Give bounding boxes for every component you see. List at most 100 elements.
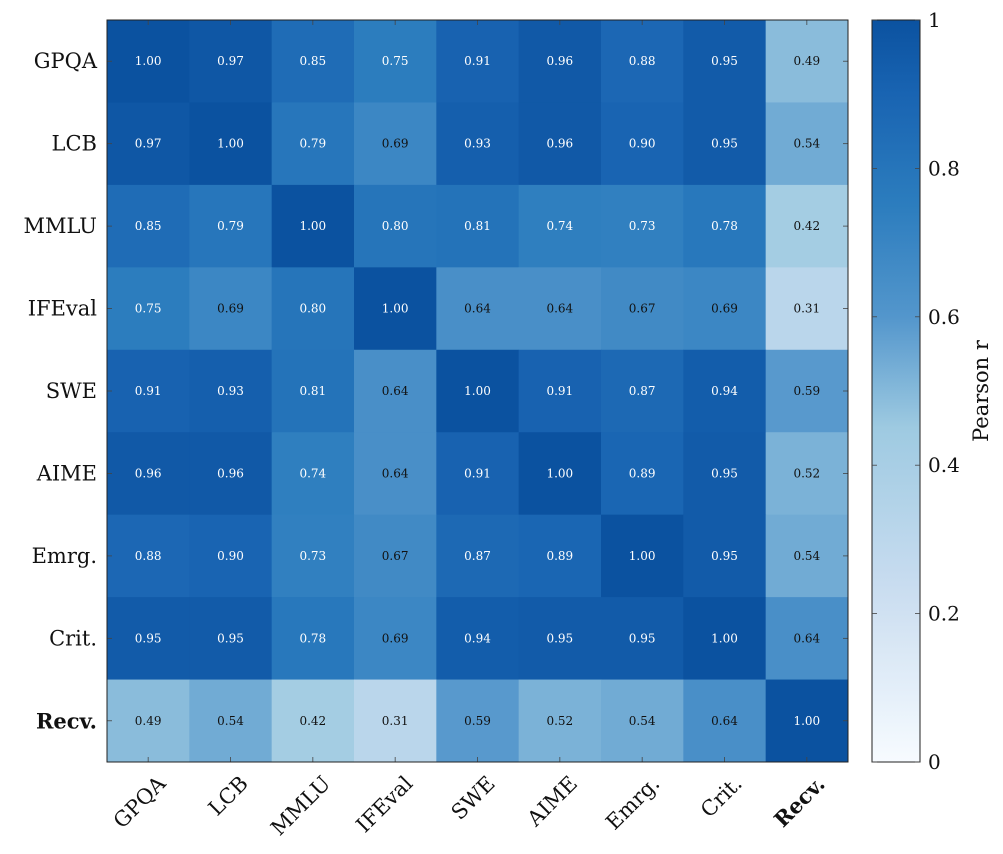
heatmap-cell: [601, 432, 684, 516]
cell-value-label: 0.69: [382, 631, 409, 645]
cell-value-label: 0.75: [135, 302, 162, 316]
cell-value-label: 0.95: [711, 137, 738, 151]
column-label: Recv.: [769, 771, 830, 832]
heatmap-cell: [518, 597, 602, 681]
cell-value-label: 0.64: [382, 384, 409, 398]
heatmap-cell: [436, 432, 520, 516]
cell-value-label: 0.95: [711, 54, 738, 68]
row-label: AIME: [36, 461, 97, 485]
cell-value-label: 0.95: [546, 631, 573, 645]
heatmap-cell: [601, 184, 684, 268]
heatmap-cell: [518, 267, 602, 351]
heatmap-cell: [518, 432, 602, 516]
cell-value-label: 0.79: [217, 219, 244, 233]
cell-value-label: 0.67: [629, 302, 656, 316]
cell-value-label: 0.95: [629, 631, 656, 645]
row-label: Recv.: [36, 708, 97, 733]
heatmap-cell: [518, 514, 602, 598]
cell-value-label: 0.54: [793, 549, 820, 563]
heatmap-cell: [189, 514, 273, 598]
heatmap-cell: [436, 514, 520, 598]
cell-value-label: 0.75: [382, 54, 409, 68]
row-label: Emrg.: [32, 544, 97, 568]
cell-value-label: 0.90: [629, 137, 656, 151]
heatmap-cell: [189, 267, 273, 351]
heatmap-cell: [601, 349, 684, 433]
heatmap-cell: [601, 102, 684, 186]
cell-value-label: 0.96: [546, 54, 573, 68]
cell-value-label: 1.00: [464, 384, 491, 398]
heatmap-cell: [518, 20, 602, 103]
heatmap-cell: [354, 349, 437, 433]
cell-value-label: 0.64: [711, 714, 738, 728]
column-label: Crit.: [696, 771, 747, 822]
row-label: GPQA: [34, 49, 98, 73]
heatmap-cell: [683, 432, 767, 516]
cell-value-label: 0.90: [217, 549, 244, 563]
cell-value-label: 0.73: [629, 219, 656, 233]
column-label: Emrg.: [601, 771, 664, 834]
cell-value-label: 0.42: [793, 219, 820, 233]
heatmap-cell: [271, 432, 355, 516]
colorbar-tick-label: 0.6: [928, 305, 960, 329]
cell-value-label: 0.74: [299, 466, 326, 480]
heatmap-cell: [436, 349, 520, 433]
cell-value-label: 0.80: [382, 219, 409, 233]
cell-value-label: 0.54: [793, 137, 820, 151]
heatmap-cell: [107, 20, 190, 103]
cell-value-label: 0.81: [299, 384, 326, 398]
heatmap-cell: [107, 432, 190, 516]
column-label: AIME: [522, 771, 582, 831]
heatmap-cell: [601, 514, 684, 598]
cell-value-label: 1.00: [546, 466, 573, 480]
heatmap-cell: [107, 349, 190, 433]
cell-value-label: 0.95: [217, 631, 244, 645]
heatmap-cell: [683, 679, 767, 763]
heatmap-cell: [436, 102, 520, 186]
column-label: SWE: [447, 771, 500, 824]
column-label: GPQA: [109, 771, 171, 833]
heatmap-cell: [683, 102, 767, 186]
cell-value-label: 0.91: [135, 384, 162, 398]
heatmap-cell: [765, 184, 849, 268]
cell-value-label: 0.54: [629, 714, 656, 728]
cell-value-label: 0.85: [135, 219, 162, 233]
heatmap-cell: [354, 432, 437, 516]
cell-value-label: 0.94: [464, 631, 491, 645]
cell-value-label: 0.81: [464, 219, 491, 233]
heatmap-cell: [765, 432, 849, 516]
heatmap-cell: [683, 514, 767, 598]
cell-value-label: 1.00: [299, 219, 326, 233]
heatmap-cell: [189, 679, 273, 763]
colorbar-tick-label: 0.4: [928, 453, 960, 477]
heatmap-cell: [189, 349, 273, 433]
cell-value-label: 1.00: [135, 54, 162, 68]
cell-value-label: 0.52: [546, 714, 573, 728]
cell-value-label: 0.93: [217, 384, 244, 398]
cell-value-label: 0.78: [711, 219, 738, 233]
heatmap-cell: [271, 349, 355, 433]
heatmap-cell: [436, 267, 520, 351]
cell-value-label: 0.79: [299, 137, 326, 151]
heatmap-cell: [107, 184, 190, 268]
heatmap-cell: [271, 597, 355, 681]
colorbar-tick-label: 0.8: [928, 156, 960, 180]
heatmap-cell: [765, 597, 849, 681]
colorbar-gradient: [871, 19, 921, 763]
heatmap-cell: [683, 20, 767, 103]
row-label: MMLU: [24, 214, 98, 238]
row-label: IFEval: [28, 297, 98, 321]
heatmap-cell: [436, 184, 520, 268]
cell-value-label: 0.87: [629, 384, 656, 398]
column-label: IFEval: [351, 771, 417, 837]
heatmap-cell: [189, 432, 273, 516]
cell-value-label: 0.89: [629, 466, 656, 480]
cell-value-label: 0.31: [382, 714, 409, 728]
cell-value-label: 0.87: [464, 549, 491, 563]
heatmap-cell: [189, 597, 273, 681]
cell-value-label: 0.64: [793, 631, 820, 645]
cell-value-label: 0.64: [464, 302, 491, 316]
cell-value-label: 0.49: [135, 714, 162, 728]
cell-value-label: 0.54: [217, 714, 244, 728]
